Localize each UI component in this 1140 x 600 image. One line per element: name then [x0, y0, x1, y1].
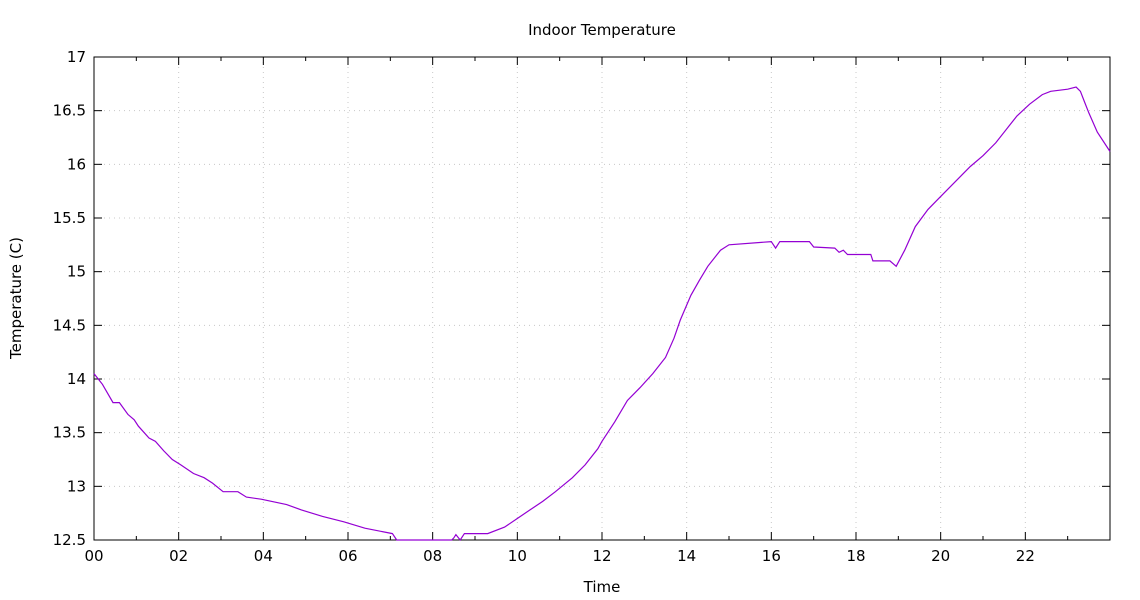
y-tick-label: 14.5 [53, 316, 86, 334]
x-tick-labels: 00 02 04 06 08 10 12 14 16 18 20 22 [84, 547, 1034, 565]
y-tick-label: 15.5 [53, 209, 86, 227]
y-tick-label: 16 [67, 155, 86, 173]
y-tick-label: 17 [67, 48, 86, 66]
y-tick-label: 12.5 [53, 531, 86, 549]
x-tick-label: 08 [423, 547, 442, 565]
y-tick-label: 13 [67, 477, 86, 495]
y-axis-label: Temperature (C) [7, 237, 25, 360]
y-tick-label: 14 [67, 370, 86, 388]
x-tick-label: 14 [677, 547, 696, 565]
x-tick-label: 06 [338, 547, 357, 565]
x-tick-label: 10 [508, 547, 527, 565]
y-tick-label: 16.5 [53, 102, 86, 120]
temperature-line [93, 86, 1111, 542]
grid-lines [94, 57, 1110, 540]
x-tick-label: 00 [84, 547, 103, 565]
chart-title: Indoor Temperature [528, 21, 676, 39]
y-tick-label: 13.5 [53, 424, 86, 442]
y-tick-label: 15 [67, 263, 86, 281]
y-tick-labels: 12.5 13 13.5 14 14.5 15 15.5 16 16.5 17 [53, 48, 86, 549]
x-tick-label: 02 [169, 547, 188, 565]
x-tick-label: 18 [846, 547, 865, 565]
x-tick-label: 22 [1016, 547, 1035, 565]
x-tick-label: 20 [931, 547, 950, 565]
x-tick-label: 16 [762, 547, 781, 565]
x-axis-label: Time [583, 578, 621, 596]
x-tick-label: 04 [254, 547, 273, 565]
x-tick-label: 12 [592, 547, 611, 565]
axis-ticks [93, 56, 1110, 541]
